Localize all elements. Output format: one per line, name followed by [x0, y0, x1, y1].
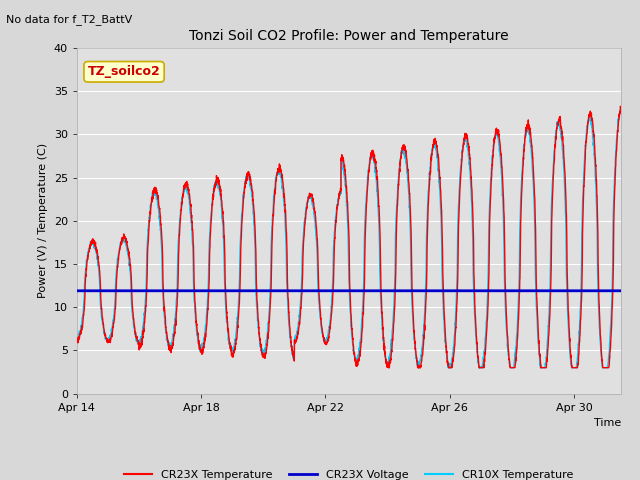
- Title: Tonzi Soil CO2 Profile: Power and Temperature: Tonzi Soil CO2 Profile: Power and Temper…: [189, 29, 509, 43]
- Y-axis label: Power (V) / Temperature (C): Power (V) / Temperature (C): [38, 143, 48, 299]
- Text: No data for f_T2_BattV: No data for f_T2_BattV: [6, 14, 132, 25]
- X-axis label: Time: Time: [593, 418, 621, 428]
- Text: TZ_soilco2: TZ_soilco2: [88, 65, 161, 78]
- Legend: CR23X Temperature, CR23X Voltage, CR10X Temperature: CR23X Temperature, CR23X Voltage, CR10X …: [120, 466, 578, 480]
